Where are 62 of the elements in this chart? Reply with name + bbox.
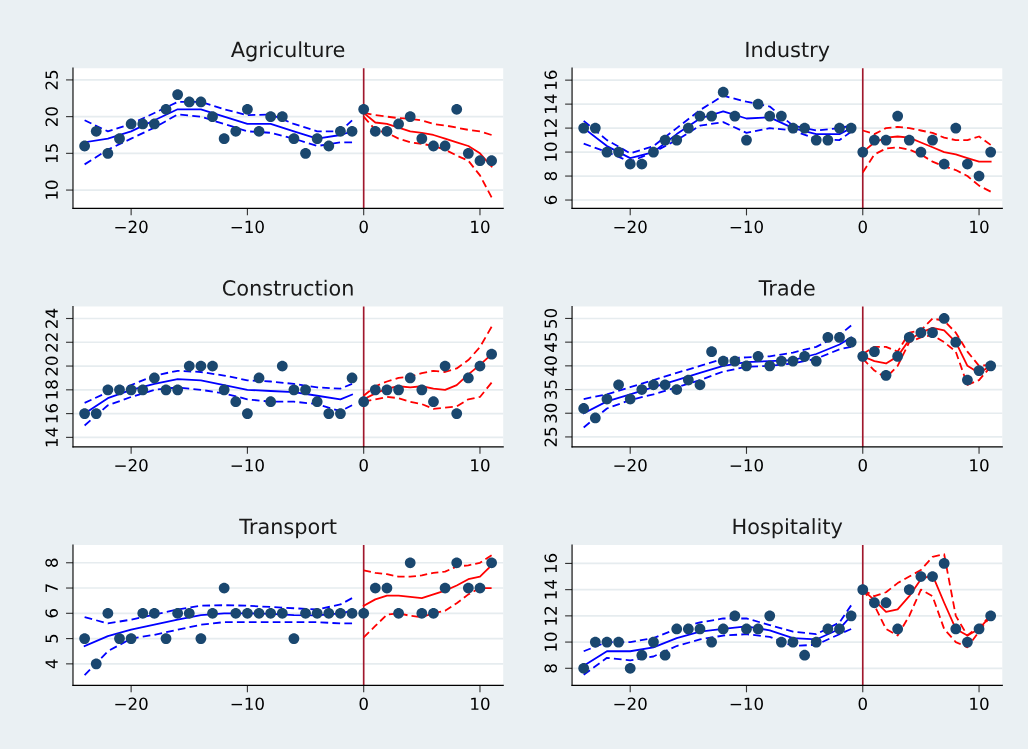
- y-tick-label: 8: [544, 664, 558, 673]
- chart-title: Construction: [222, 279, 353, 296]
- x-tick-label: 10: [471, 458, 490, 472]
- x-tick-label: −10: [231, 220, 264, 234]
- x-tick-label: −10: [730, 220, 763, 234]
- x-tick-label: −20: [614, 458, 647, 472]
- x-tick-label: −10: [231, 458, 264, 472]
- chart-title: Hospitality: [733, 518, 843, 539]
- y-tick-label: 16: [544, 553, 558, 573]
- y-tick-label: 25: [45, 70, 58, 90]
- y-tick-label: 16: [45, 404, 58, 423]
- y-tick-label: 35: [544, 380, 558, 399]
- y-tick-label: 6: [544, 195, 558, 205]
- y-tick-label: 12: [544, 606, 557, 625]
- y-tick-label: 7: [45, 584, 58, 592]
- y-tick-label: 6: [45, 609, 58, 618]
- y-tick-label: 22: [45, 333, 58, 352]
- x-tick-label: 0: [858, 697, 867, 711]
- x-tick-label: −10: [730, 458, 763, 472]
- y-tick-label: 10: [45, 180, 58, 199]
- y-tick-label: 24: [45, 308, 58, 328]
- y-tick-label: 20: [45, 356, 58, 376]
- x-tick-label: 0: [359, 458, 368, 472]
- x-tick-label: 0: [858, 458, 867, 472]
- y-tick-label: 15: [45, 144, 58, 163]
- x-tick-label: −20: [115, 220, 148, 234]
- x-tick-label: 10: [471, 220, 490, 234]
- y-tick-label: 12: [544, 119, 557, 137]
- y-tick-label: 8: [45, 558, 58, 567]
- x-tick-label: −10: [730, 697, 763, 711]
- y-tick-label: 50: [544, 308, 558, 328]
- y-tick-label: 4: [45, 659, 58, 669]
- x-tick-label: 10: [970, 458, 989, 472]
- y-tick-label: 8: [544, 171, 558, 181]
- y-tick-label: 18: [45, 380, 58, 399]
- chart-title: Industry: [746, 41, 830, 62]
- x-tick-label: 0: [359, 220, 368, 234]
- chart-title: Trade: [758, 279, 815, 296]
- y-tick-label: 10: [544, 142, 558, 161]
- x-tick-label: −20: [614, 220, 647, 234]
- y-tick-label: 25: [544, 427, 558, 447]
- chart-title: Transport: [239, 518, 337, 539]
- x-tick-label: 10: [471, 697, 490, 711]
- y-tick-label: 16: [544, 70, 558, 89]
- y-tick-label: 14: [544, 94, 557, 113]
- y-tick-label: 5: [45, 634, 58, 643]
- x-tick-label: −10: [231, 697, 264, 711]
- x-tick-label: 10: [970, 697, 989, 711]
- chart-title: Agriculture: [230, 41, 345, 62]
- y-tick-label: 14: [544, 579, 557, 599]
- x-tick-label: 0: [359, 697, 368, 711]
- y-tick-label: 14: [45, 427, 58, 447]
- y-tick-label: 45: [544, 333, 558, 352]
- y-tick-label: 10: [544, 632, 558, 651]
- y-tick-label: 40: [544, 356, 558, 376]
- x-tick-label: −20: [115, 458, 148, 472]
- y-tick-label: 20: [45, 107, 58, 127]
- x-tick-label: 10: [970, 220, 989, 234]
- x-tick-label: −20: [115, 697, 148, 711]
- y-tick-label: 30: [544, 403, 558, 423]
- x-tick-label: −20: [614, 697, 647, 711]
- x-tick-label: 0: [858, 220, 867, 234]
